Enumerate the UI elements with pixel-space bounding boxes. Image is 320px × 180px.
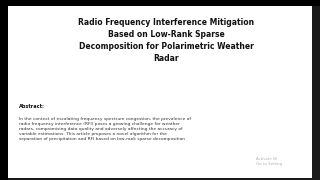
Text: In the context of escalating frequency spectrum congestion, the prevalence of
ra: In the context of escalating frequency s…: [19, 117, 191, 141]
Text: Radio Frequency Interference Mitigation
Based on Low-Rank Sparse
Decomposition f: Radio Frequency Interference Mitigation …: [78, 18, 254, 63]
Text: Activate W
Go to Setting: Activate W Go to Setting: [256, 157, 282, 165]
Text: Abstract:: Abstract:: [19, 104, 45, 109]
Bar: [0, 0, 320, 6]
FancyBboxPatch shape: [8, 6, 312, 178]
Bar: [0, 0, 8, 180]
